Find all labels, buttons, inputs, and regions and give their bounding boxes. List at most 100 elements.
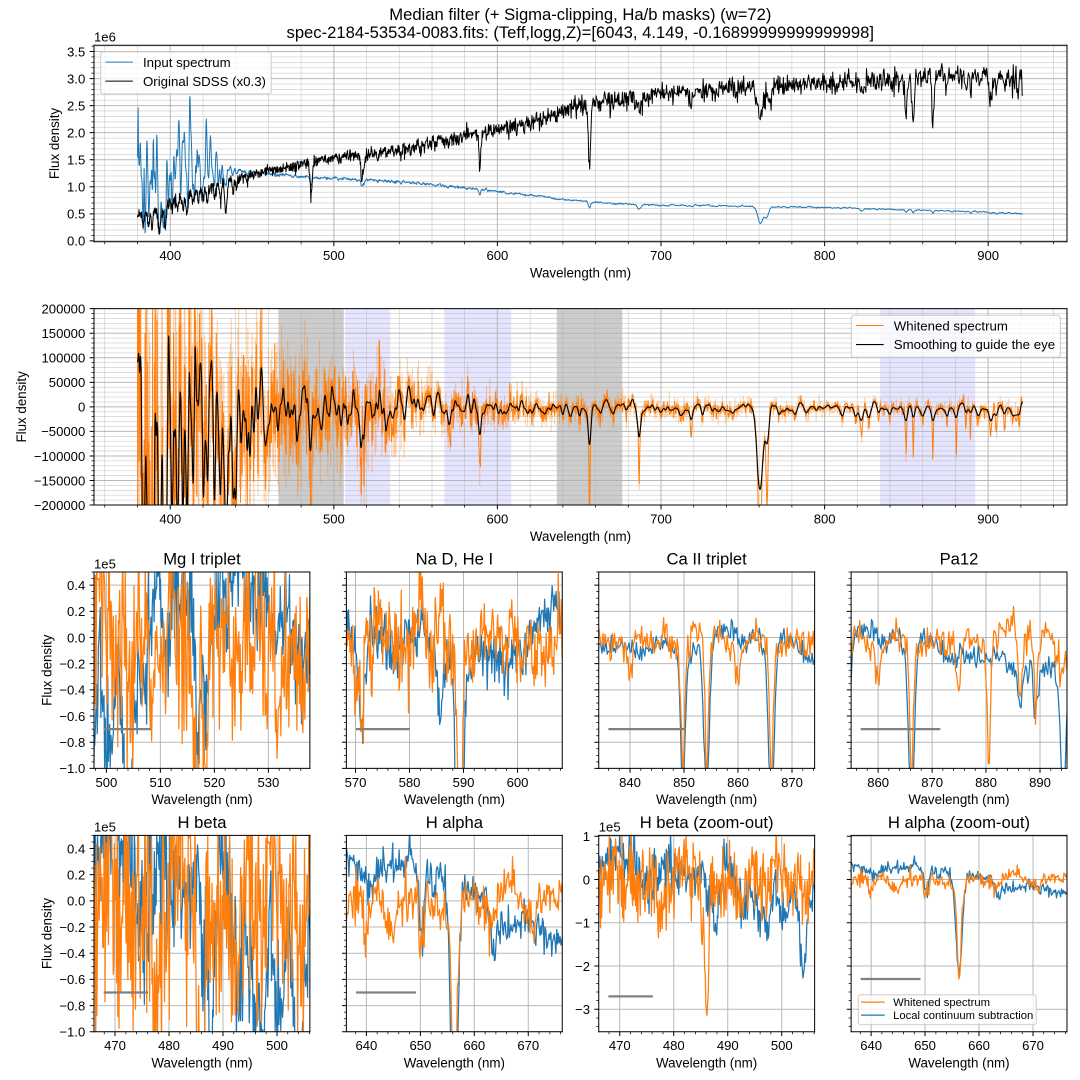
svg-text:2.0: 2.0 xyxy=(67,125,85,140)
svg-text:H alpha: H alpha xyxy=(426,813,484,832)
svg-text:490: 490 xyxy=(212,1038,234,1053)
svg-text:900: 900 xyxy=(977,511,999,526)
svg-text:0.4: 0.4 xyxy=(67,578,85,593)
svg-text:800: 800 xyxy=(814,248,836,263)
svg-text:650: 650 xyxy=(409,1038,431,1053)
svg-text:−0.8: −0.8 xyxy=(59,735,85,750)
svg-text:Mg I triplet: Mg I triplet xyxy=(163,550,241,569)
svg-text:−1.0: −1.0 xyxy=(59,761,85,776)
svg-text:Wavelength (nm): Wavelength (nm) xyxy=(908,1056,1009,1071)
svg-text:500: 500 xyxy=(771,1038,793,1053)
svg-text:500: 500 xyxy=(323,511,345,526)
svg-text:−0.6: −0.6 xyxy=(59,972,85,987)
svg-text:0.2: 0.2 xyxy=(67,867,85,882)
svg-text:Wavelength (nm): Wavelength (nm) xyxy=(530,265,631,280)
svg-text:0.4: 0.4 xyxy=(67,841,85,856)
svg-text:1e6: 1e6 xyxy=(94,30,116,45)
svg-text:−200000: −200000 xyxy=(34,498,85,513)
svg-text:Wavelength (nm): Wavelength (nm) xyxy=(404,792,505,807)
svg-text:H beta: H beta xyxy=(178,813,228,832)
svg-text:−0.4: −0.4 xyxy=(59,946,85,961)
svg-text:670: 670 xyxy=(1022,1038,1044,1053)
svg-text:Wavelength (nm): Wavelength (nm) xyxy=(151,1056,252,1071)
svg-text:1: 1 xyxy=(583,829,590,844)
svg-text:H alpha (zoom-out): H alpha (zoom-out) xyxy=(888,813,1030,832)
svg-text:Flux density: Flux density xyxy=(47,108,62,180)
svg-text:480: 480 xyxy=(663,1038,685,1053)
svg-text:870: 870 xyxy=(781,775,803,790)
svg-text:480: 480 xyxy=(158,1038,180,1053)
svg-text:470: 470 xyxy=(609,1038,631,1053)
svg-text:600: 600 xyxy=(507,775,529,790)
svg-text:870: 870 xyxy=(921,775,943,790)
svg-text:Wavelength (nm): Wavelength (nm) xyxy=(908,792,1009,807)
svg-text:470: 470 xyxy=(104,1038,126,1053)
svg-text:660: 660 xyxy=(463,1038,485,1053)
svg-text:500: 500 xyxy=(323,248,345,263)
svg-text:−150000: −150000 xyxy=(34,473,85,488)
svg-text:510: 510 xyxy=(149,775,171,790)
svg-text:890: 890 xyxy=(1029,775,1051,790)
svg-text:H beta (zoom-out): H beta (zoom-out) xyxy=(640,813,774,832)
svg-text:3.5: 3.5 xyxy=(67,44,85,59)
svg-text:840: 840 xyxy=(619,775,641,790)
svg-text:Wavelength (nm): Wavelength (nm) xyxy=(404,1056,505,1071)
svg-text:0.5: 0.5 xyxy=(67,207,85,222)
svg-text:0: 0 xyxy=(78,400,85,415)
svg-text:Median filter (+ Sigma-clippin: Median filter (+ Sigma-clipping, Ha/b ma… xyxy=(389,5,771,24)
svg-text:−0.6: −0.6 xyxy=(59,709,85,724)
svg-text:Local continuum subtraction: Local continuum subtraction xyxy=(893,1010,1033,1022)
svg-text:−1: −1 xyxy=(575,916,590,931)
svg-text:−0.2: −0.2 xyxy=(59,920,85,935)
svg-text:−0.2: −0.2 xyxy=(59,657,85,672)
svg-text:0: 0 xyxy=(583,872,590,887)
svg-text:500: 500 xyxy=(95,775,117,790)
svg-text:500: 500 xyxy=(266,1038,288,1053)
svg-text:−2: −2 xyxy=(575,959,590,974)
svg-text:−50000: −50000 xyxy=(41,424,85,439)
svg-text:Ca II triplet: Ca II triplet xyxy=(666,550,747,569)
svg-text:700: 700 xyxy=(650,511,672,526)
svg-text:0.0: 0.0 xyxy=(67,630,85,645)
svg-text:Flux density: Flux density xyxy=(40,634,55,706)
svg-text:−3: −3 xyxy=(575,1002,590,1017)
svg-text:600: 600 xyxy=(486,248,508,263)
svg-text:670: 670 xyxy=(517,1038,539,1053)
svg-text:1e5: 1e5 xyxy=(94,556,116,571)
svg-text:640: 640 xyxy=(355,1038,377,1053)
svg-text:860: 860 xyxy=(727,775,749,790)
svg-text:880: 880 xyxy=(975,775,997,790)
svg-text:Pa12: Pa12 xyxy=(940,550,979,569)
svg-text:Smoothing to guide the eye: Smoothing to guide the eye xyxy=(894,337,1055,352)
svg-text:800: 800 xyxy=(814,511,836,526)
svg-text:1.5: 1.5 xyxy=(67,153,85,168)
svg-text:1e5: 1e5 xyxy=(94,820,116,835)
svg-text:100000: 100000 xyxy=(42,351,86,366)
svg-text:Flux density: Flux density xyxy=(14,371,29,443)
svg-text:Wavelength (nm): Wavelength (nm) xyxy=(530,529,631,544)
svg-text:−100000: −100000 xyxy=(34,449,85,464)
svg-text:Whitened spectrum: Whitened spectrum xyxy=(894,318,1008,333)
svg-text:Flux density: Flux density xyxy=(40,898,55,970)
svg-text:900: 900 xyxy=(977,248,999,263)
svg-text:570: 570 xyxy=(345,775,367,790)
svg-text:200000: 200000 xyxy=(42,301,86,316)
svg-text:2.5: 2.5 xyxy=(67,98,85,113)
svg-text:530: 530 xyxy=(257,775,279,790)
svg-text:−0.8: −0.8 xyxy=(59,998,85,1013)
svg-text:Wavelength (nm): Wavelength (nm) xyxy=(656,1056,757,1071)
svg-text:Na D, He I: Na D, He I xyxy=(416,550,494,569)
svg-text:850: 850 xyxy=(673,775,695,790)
svg-text:400: 400 xyxy=(159,248,181,263)
svg-text:640: 640 xyxy=(860,1038,882,1053)
svg-text:660: 660 xyxy=(968,1038,990,1053)
svg-text:50000: 50000 xyxy=(49,375,85,390)
svg-text:590: 590 xyxy=(453,775,475,790)
svg-text:−0.4: −0.4 xyxy=(59,683,85,698)
svg-text:spec-2184-53534-0083.fits: (Te: spec-2184-53534-0083.fits: (Teff,logg,Z)… xyxy=(287,23,874,42)
svg-text:490: 490 xyxy=(717,1038,739,1053)
svg-text:Whitened spectrum: Whitened spectrum xyxy=(893,997,990,1009)
svg-text:Input spectrum: Input spectrum xyxy=(143,55,231,70)
svg-text:Wavelength (nm): Wavelength (nm) xyxy=(656,792,757,807)
svg-text:Original SDSS (x0.3): Original SDSS (x0.3) xyxy=(143,74,266,89)
